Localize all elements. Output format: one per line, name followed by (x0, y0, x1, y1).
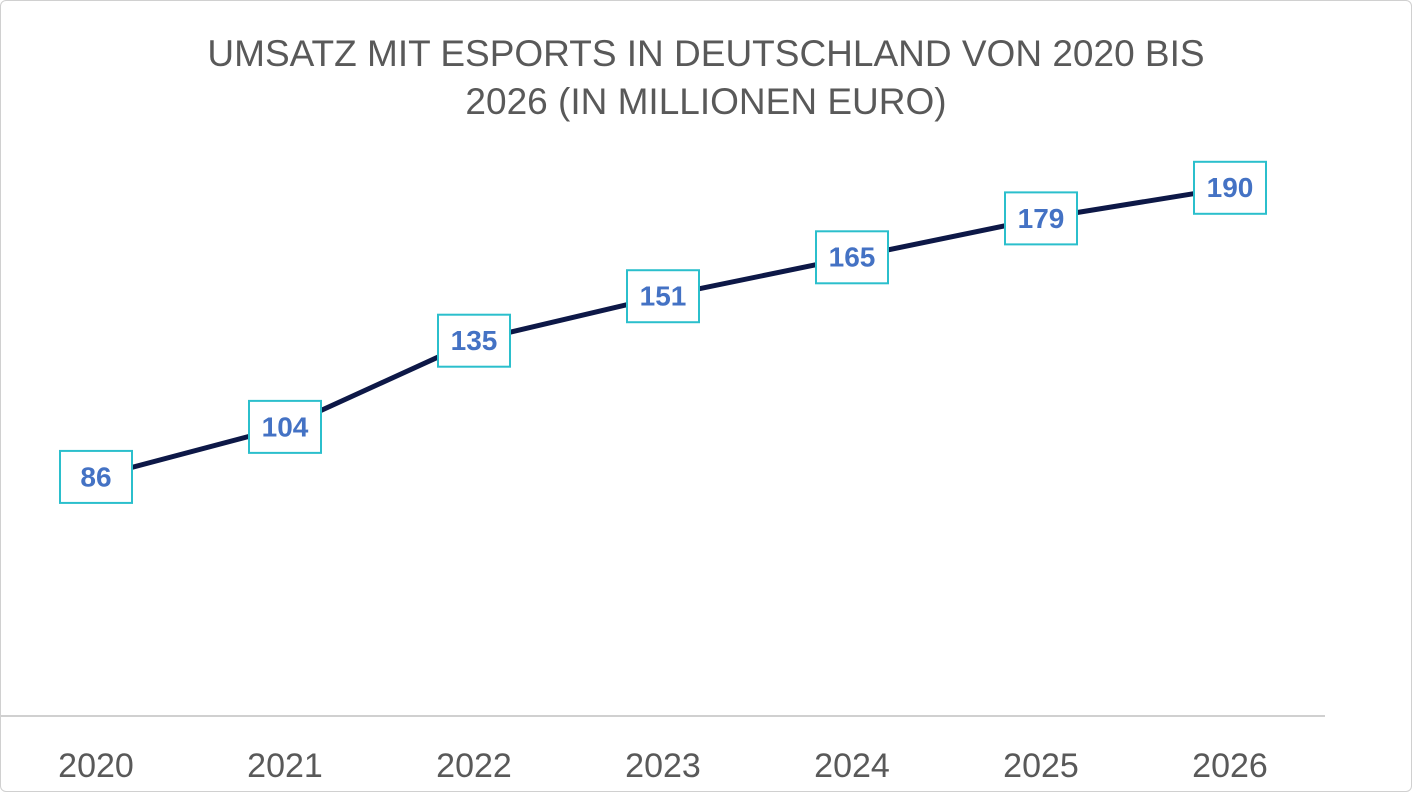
value-label: 179 (1018, 203, 1065, 234)
value-label: 165 (829, 242, 876, 273)
chart-title: UMSATZ MIT ESPORTS IN DEUTSCHLAND VON 20… (207, 33, 1205, 122)
value-label-box (1193, 160, 1267, 215)
value-label: 151 (640, 281, 687, 312)
x-tick-label: 2025 (1003, 747, 1079, 785)
value-label: 86 (80, 461, 111, 492)
x-tick-label: 2020 (58, 747, 134, 785)
x-tick-label: 2023 (625, 747, 701, 785)
value-label-box (437, 313, 511, 368)
value-label-box (248, 399, 322, 454)
value-label-box (815, 230, 889, 285)
x-tick-label: 2026 (1192, 747, 1268, 785)
x-tick-label: 2024 (814, 747, 890, 785)
value-label: 190 (1207, 172, 1254, 203)
x-tick-label: 2021 (247, 747, 323, 785)
x-tick-label: 2022 (436, 747, 512, 785)
value-label: 135 (451, 325, 498, 356)
value-label-box (626, 269, 700, 324)
value-label-box (59, 449, 133, 504)
value-label-box (1004, 191, 1078, 246)
value-label: 104 (262, 411, 309, 442)
